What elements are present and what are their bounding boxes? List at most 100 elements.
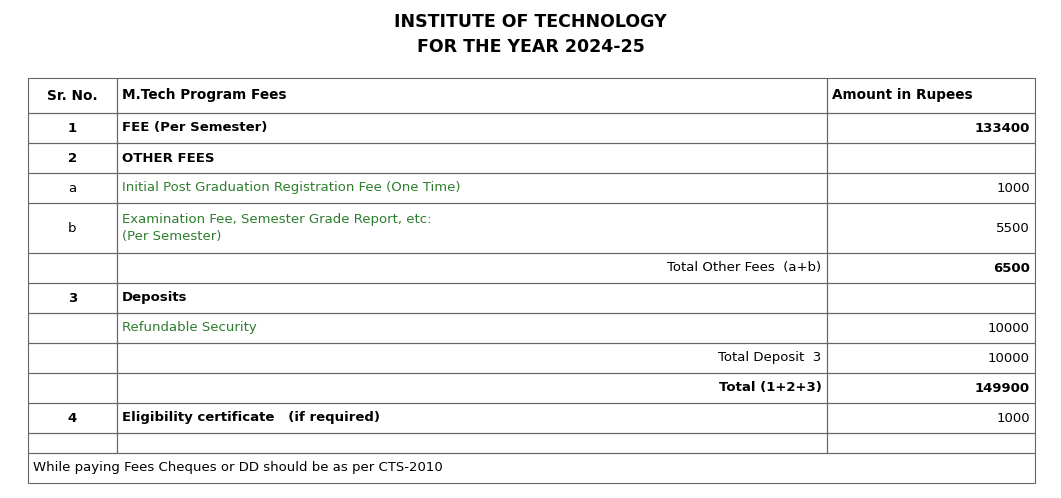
Bar (827, 203, 1034, 253)
Bar (827, 113, 1034, 143)
Text: 4: 4 (68, 411, 77, 424)
Text: a: a (68, 181, 76, 195)
Bar (827, 113, 1034, 143)
Text: Examination Fee, Semester Grade Report, etc:
(Per Semester): Examination Fee, Semester Grade Report, … (122, 213, 431, 243)
Bar (827, 203, 1034, 253)
Bar (117, 343, 827, 373)
Text: 2: 2 (68, 151, 76, 164)
Bar (28, 143, 117, 173)
Bar (117, 113, 827, 143)
Bar (827, 78, 1034, 113)
Bar (28, 173, 117, 203)
Bar (827, 173, 1034, 203)
Bar (827, 253, 1034, 283)
Bar (28, 313, 117, 343)
Bar (827, 143, 1034, 173)
Bar (117, 313, 827, 343)
Text: INSTITUTE OF TECHNOLOGY: INSTITUTE OF TECHNOLOGY (395, 13, 666, 31)
Bar (28, 78, 117, 113)
Bar (28, 433, 117, 453)
Text: Refundable Security: Refundable Security (122, 322, 257, 335)
Text: Total Deposit  3: Total Deposit 3 (718, 352, 821, 365)
Bar (28, 203, 117, 253)
Bar (28, 78, 117, 113)
Bar (28, 343, 117, 373)
Bar (117, 403, 827, 433)
Text: 10000: 10000 (988, 322, 1030, 335)
Bar (117, 403, 827, 433)
Bar (827, 403, 1034, 433)
Text: Total Other Fees  (a+b): Total Other Fees (a+b) (667, 261, 821, 274)
Text: 1: 1 (68, 122, 76, 134)
Bar (117, 173, 827, 203)
Bar (827, 343, 1034, 373)
Bar (28, 113, 117, 143)
Bar (117, 343, 827, 373)
Bar (827, 283, 1034, 313)
Bar (28, 253, 117, 283)
Text: Total (1+2+3): Total (1+2+3) (718, 381, 821, 394)
Bar (28, 253, 117, 283)
Bar (28, 403, 117, 433)
Bar (28, 433, 117, 453)
Text: 5500: 5500 (996, 222, 1030, 235)
Text: 149900: 149900 (975, 381, 1030, 394)
Bar (28, 453, 1034, 483)
Bar (28, 313, 117, 343)
Text: Deposits: Deposits (122, 291, 187, 304)
Text: 3: 3 (68, 291, 77, 304)
Text: 1000: 1000 (996, 411, 1030, 424)
Bar (117, 373, 827, 403)
Bar (117, 203, 827, 253)
Bar (117, 313, 827, 343)
Bar (827, 373, 1034, 403)
Bar (117, 253, 827, 283)
Bar (827, 313, 1034, 343)
Bar (827, 143, 1034, 173)
Bar (28, 343, 117, 373)
Bar (117, 143, 827, 173)
Text: M.Tech Program Fees: M.Tech Program Fees (122, 89, 286, 103)
Bar (827, 403, 1034, 433)
Bar (28, 373, 117, 403)
Bar (117, 373, 827, 403)
Text: FEE (Per Semester): FEE (Per Semester) (122, 122, 267, 134)
Bar (117, 143, 827, 173)
Bar (117, 78, 827, 113)
Text: FOR THE YEAR 2024-25: FOR THE YEAR 2024-25 (417, 38, 644, 56)
Bar (827, 78, 1034, 113)
Text: b: b (68, 222, 76, 235)
Text: OTHER FEES: OTHER FEES (122, 151, 214, 164)
Text: Initial Post Graduation Registration Fee (One Time): Initial Post Graduation Registration Fee… (122, 181, 460, 195)
Bar (117, 433, 827, 453)
Bar (827, 343, 1034, 373)
Bar (28, 373, 117, 403)
Bar (827, 433, 1034, 453)
Bar (28, 203, 117, 253)
Bar (28, 113, 117, 143)
Bar (827, 283, 1034, 313)
Bar (28, 283, 117, 313)
Bar (117, 433, 827, 453)
Bar (827, 433, 1034, 453)
Bar (827, 313, 1034, 343)
Bar (827, 253, 1034, 283)
Text: While paying Fees Cheques or DD should be as per CTS-2010: While paying Fees Cheques or DD should b… (33, 462, 442, 475)
Bar (117, 113, 827, 143)
Bar (28, 453, 1034, 483)
Bar (28, 143, 117, 173)
Text: 10000: 10000 (988, 352, 1030, 365)
Bar (117, 173, 827, 203)
Text: Sr. No.: Sr. No. (47, 89, 98, 103)
Text: 133400: 133400 (975, 122, 1030, 134)
Text: 6500: 6500 (993, 261, 1030, 274)
Bar (28, 173, 117, 203)
Text: Amount in Rupees: Amount in Rupees (832, 89, 972, 103)
Bar (117, 283, 827, 313)
Bar (117, 253, 827, 283)
Bar (117, 203, 827, 253)
Bar (28, 403, 117, 433)
Bar (117, 78, 827, 113)
Bar (827, 373, 1034, 403)
Text: Eligibility certificate   (if required): Eligibility certificate (if required) (122, 411, 380, 424)
